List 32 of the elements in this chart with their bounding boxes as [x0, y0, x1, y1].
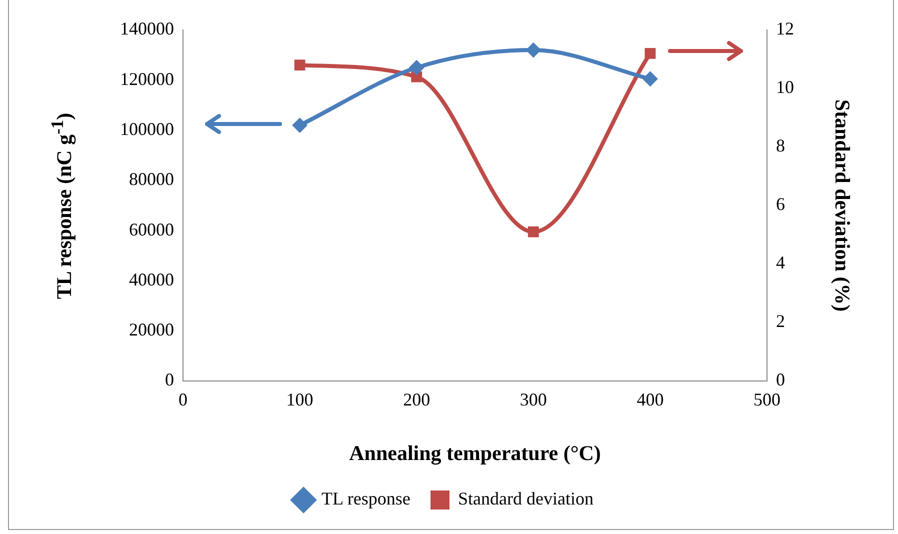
- y-tick-label: 140000: [120, 18, 174, 39]
- y-tick-label: 60000: [129, 219, 174, 240]
- x-tick-label: 400: [636, 390, 664, 410]
- y-tick-label: 120000: [120, 68, 174, 89]
- point: [526, 42, 541, 58]
- x-tick-label: 0: [178, 390, 188, 410]
- y2-tick-label: 6: [776, 194, 785, 214]
- y2-tick-label: 12: [776, 18, 794, 39]
- y2-tick-label: 8: [776, 136, 785, 156]
- y-tick-label: 80000: [129, 169, 174, 190]
- y2-tick-label: 4: [776, 252, 785, 273]
- point: [644, 48, 656, 59]
- y-tick-label: 20000: [129, 320, 174, 340]
- point: [292, 118, 308, 133]
- y2-axis-title: Standard deviation (%): [830, 99, 855, 312]
- y-tick-label: 0: [165, 370, 174, 390]
- x-tick-label: 100: [286, 390, 314, 410]
- y2-tick-label: 0: [776, 370, 785, 390]
- legend-label: TL response: [322, 488, 410, 509]
- y-tick-label: 100000: [120, 119, 174, 140]
- x-axis-title: Annealing temperature (°C): [349, 440, 601, 465]
- y2-tick-label: 2: [776, 311, 785, 332]
- point: [528, 226, 539, 238]
- point: [294, 60, 306, 71]
- y-tick-label: 40000: [129, 269, 174, 290]
- x-tick-label: 300: [520, 390, 547, 410]
- point: [642, 71, 658, 86]
- x-tick-label: 200: [403, 390, 430, 410]
- y2-tick-label: 10: [776, 77, 794, 98]
- legend-label: Standard deviation: [458, 488, 594, 509]
- point: [409, 60, 424, 76]
- x-tick-label: 500: [754, 390, 780, 410]
